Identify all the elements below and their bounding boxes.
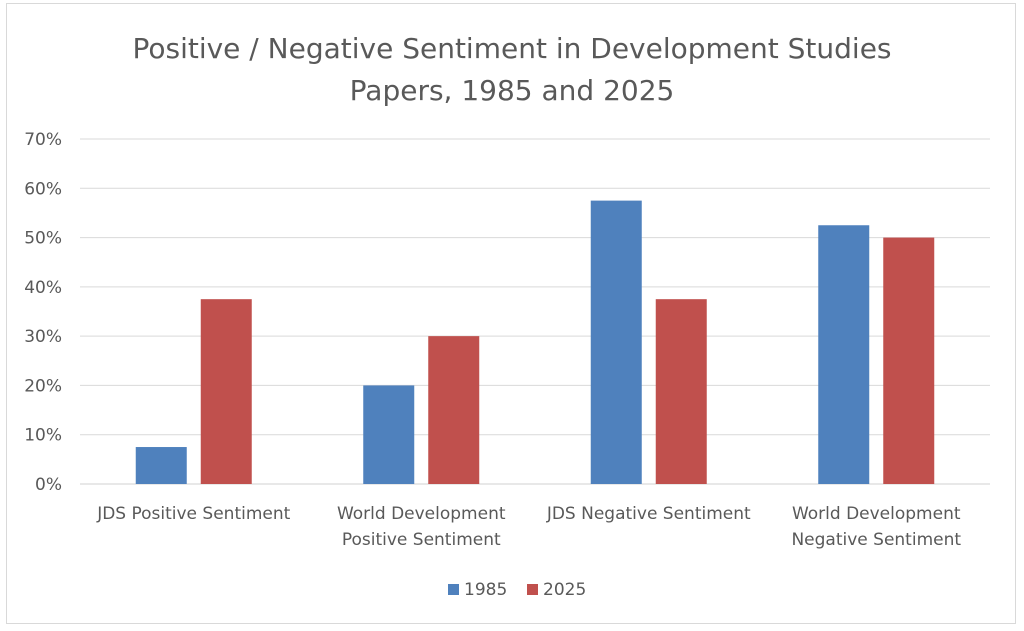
bar-2025 xyxy=(655,299,707,484)
y-tick-label: 0% xyxy=(35,475,62,495)
bar-2025 xyxy=(883,237,935,484)
x-category-label: World Development Positive Sentiment xyxy=(337,504,506,550)
chart-title-line-1: Positive / Negative Sentiment in Develop… xyxy=(132,32,892,65)
legend-label-2025: 2025 xyxy=(543,580,586,600)
legend-swatch-2025 xyxy=(527,584,538,595)
chart-title-line-2: Papers, 1985 and 2025 xyxy=(349,74,675,107)
y-tick-label: 40% xyxy=(24,278,62,298)
bar-1985 xyxy=(818,225,870,484)
x-category-label: JDS Negative Sentiment xyxy=(546,504,751,524)
bars xyxy=(135,200,935,484)
x-category-label: JDS Positive Sentiment xyxy=(96,504,290,524)
bar-1985 xyxy=(590,200,642,484)
x-category-label: World Development Negative Sentiment xyxy=(791,504,961,550)
y-tick-label: 30% xyxy=(24,327,62,347)
legend: 1985 2025 xyxy=(448,580,586,600)
bar-1985 xyxy=(363,385,415,484)
y-tick-label: 60% xyxy=(24,179,62,199)
bar-1985 xyxy=(135,447,187,484)
y-tick-label: 20% xyxy=(24,376,62,396)
x-axis-categories: JDS Positive Sentiment World Development P… xyxy=(96,504,961,550)
bar-2025 xyxy=(200,299,252,484)
chart-title: Positive / Negative Sentiment in Develop… xyxy=(0,28,1024,112)
y-tick-label: 70% xyxy=(24,130,62,150)
y-tick-label: 50% xyxy=(24,229,62,249)
y-axis-ticks: 0% 10% 20% 30% 40% 50% 60% 70% xyxy=(24,130,62,495)
legend-swatch-1985 xyxy=(448,584,459,595)
legend-label-1985: 1985 xyxy=(464,580,507,600)
y-tick-label: 10% xyxy=(24,426,62,446)
bar-2025 xyxy=(428,336,480,484)
